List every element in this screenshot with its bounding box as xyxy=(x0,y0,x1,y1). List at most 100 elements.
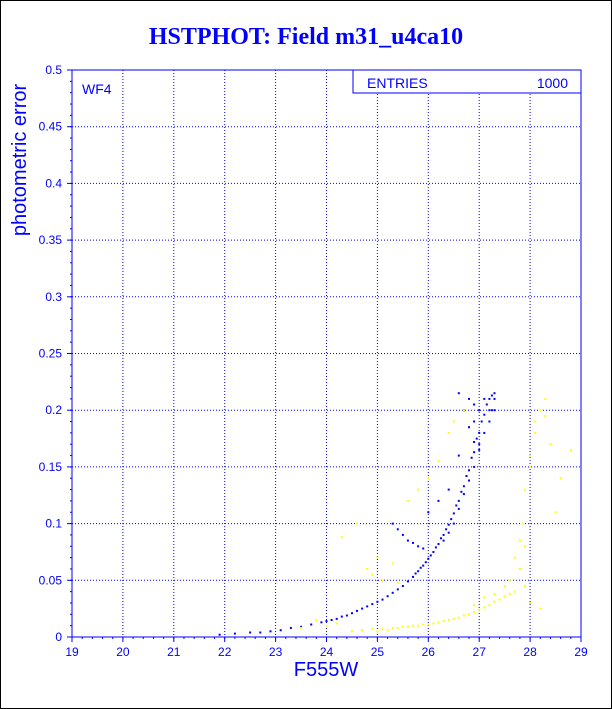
data-point-yellow xyxy=(391,626,394,629)
data-point-yellow xyxy=(422,623,425,626)
data-point-blue xyxy=(455,504,458,507)
y-tick-label: 0.3 xyxy=(45,290,62,304)
data-point-yellow xyxy=(340,536,343,539)
data-point-yellow xyxy=(462,409,465,412)
data-point-blue xyxy=(434,546,437,549)
y-tick-label: 0.2 xyxy=(45,403,62,417)
data-point-blue xyxy=(289,626,292,629)
data-point-blue xyxy=(401,533,404,536)
data-point-blue xyxy=(493,397,496,400)
data-point-blue xyxy=(429,554,432,557)
data-point-yellow xyxy=(437,460,440,463)
y-tick-label: 0.25 xyxy=(39,347,63,361)
data-point-yellow xyxy=(315,619,318,621)
data-point-blue xyxy=(470,456,473,459)
data-point-yellow xyxy=(462,614,465,617)
data-point-blue xyxy=(480,420,483,423)
data-point-yellow xyxy=(432,622,435,625)
data-point-blue xyxy=(345,614,348,617)
data-point-blue xyxy=(447,523,450,526)
data-point-yellow xyxy=(539,607,542,610)
data-point-yellow xyxy=(381,628,384,631)
y-axis-label: photometric error xyxy=(9,84,31,237)
data-point-blue xyxy=(468,397,470,400)
data-point-blue xyxy=(478,448,481,451)
data-point-blue xyxy=(371,603,374,606)
x-tick-label: 23 xyxy=(269,645,283,659)
data-point-blue xyxy=(488,397,491,400)
data-point-yellow xyxy=(473,604,476,607)
data-point-blue xyxy=(483,413,486,416)
data-point-blue xyxy=(468,469,470,472)
data-point-yellow xyxy=(529,465,532,468)
data-point-yellow xyxy=(534,431,537,434)
data-point-blue xyxy=(440,537,442,540)
data-point-blue xyxy=(437,543,440,545)
data-point-yellow xyxy=(513,590,516,593)
data-point-blue xyxy=(233,632,236,635)
y-tick-label: 0.15 xyxy=(39,460,63,474)
data-point-yellow xyxy=(488,604,491,607)
data-point-blue xyxy=(465,475,468,477)
y-tick-label: 0.35 xyxy=(39,233,63,247)
data-point-yellow xyxy=(335,622,338,625)
data-point-yellow xyxy=(544,414,547,417)
data-point-blue xyxy=(493,392,496,395)
stats-box-label: ENTRIES xyxy=(367,75,428,91)
data-point-yellow xyxy=(396,581,399,584)
data-point-blue xyxy=(483,431,486,434)
data-point-yellow xyxy=(524,545,526,548)
data-point-yellow xyxy=(381,579,384,582)
x-tick-label: 26 xyxy=(422,645,436,659)
panel-label: WF4 xyxy=(82,81,112,97)
data-point-blue xyxy=(437,499,440,502)
data-point-blue xyxy=(452,512,455,515)
x-tick-label: 27 xyxy=(473,645,487,659)
data-point-yellow xyxy=(417,488,420,491)
data-point-blue xyxy=(478,431,481,434)
data-point-yellow xyxy=(518,539,521,542)
data-point-yellow xyxy=(513,556,516,559)
data-point-blue xyxy=(488,420,491,423)
data-point-yellow xyxy=(457,616,460,619)
data-point-yellow xyxy=(544,397,547,400)
data-point-blue xyxy=(259,631,262,634)
data-point-blue xyxy=(391,591,394,594)
data-point-blue xyxy=(493,409,496,412)
data-point-yellow xyxy=(356,522,358,525)
data-point-yellow xyxy=(521,522,524,525)
data-point-yellow xyxy=(478,608,481,611)
y-tick-label: 0.5 xyxy=(45,63,62,77)
data-point-blue xyxy=(417,570,420,573)
x-tick-label: 29 xyxy=(574,645,588,659)
data-point-blue xyxy=(340,615,343,618)
data-point-blue xyxy=(468,426,470,429)
data-point-blue xyxy=(490,409,493,412)
y-tick-label: 0.05 xyxy=(39,573,63,587)
data-point-yellow xyxy=(396,626,399,629)
data-point-blue xyxy=(279,629,282,632)
data-point-blue xyxy=(488,409,491,412)
data-point-yellow xyxy=(351,630,353,633)
data-point-blue xyxy=(422,564,425,567)
data-point-yellow xyxy=(447,619,450,621)
data-point-blue xyxy=(417,545,420,548)
data-point-yellow xyxy=(437,621,440,624)
data-point-yellow xyxy=(493,592,496,595)
data-point-blue xyxy=(356,609,358,612)
data-point-blue xyxy=(447,531,450,534)
data-point-yellow xyxy=(559,477,562,480)
data-point-yellow xyxy=(503,585,506,587)
data-point-yellow xyxy=(412,624,414,627)
data-point-blue xyxy=(450,518,453,521)
data-point-yellow xyxy=(569,448,572,451)
x-axis-label: F555W xyxy=(294,659,359,681)
data-point-yellow xyxy=(539,409,542,412)
y-tick-label: 0.4 xyxy=(45,176,62,190)
data-point-blue xyxy=(475,437,478,440)
data-point-blue xyxy=(462,493,465,496)
data-point-yellow xyxy=(371,628,374,631)
data-point-yellow xyxy=(386,629,389,632)
stats-box-frame xyxy=(352,69,582,94)
